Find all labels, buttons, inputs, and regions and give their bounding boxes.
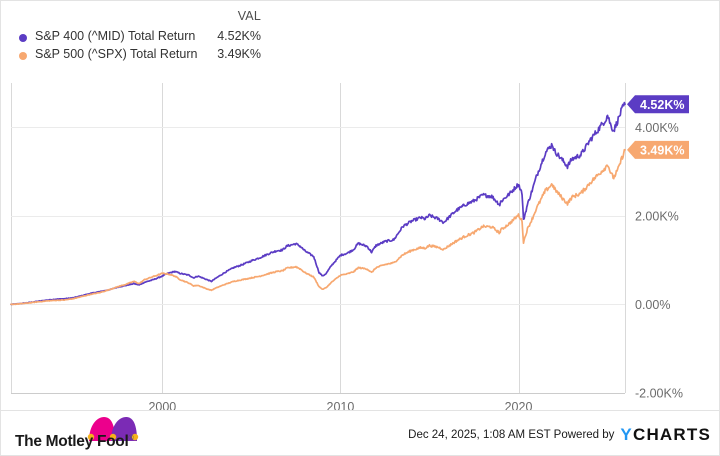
motley-fool-logo: The Motley Fool®	[15, 415, 145, 453]
legend-row-mid[interactable]: S&P 400 (^MID) Total Return 4.52K%	[1, 29, 719, 47]
ycharts-wordmark: CHARTS	[632, 425, 711, 444]
legend-label-mid: S&P 400 (^MID) Total Return	[35, 29, 196, 43]
footer-attribution: Dec 24, 2025, 1:08 AM EST Powered by YCH…	[408, 425, 711, 445]
y-tick-label: 2.00K%	[635, 209, 679, 223]
callout-flag-label: 3.49K%	[640, 143, 684, 157]
timestamp-powered-by: Dec 24, 2025, 1:08 AM EST Powered by	[408, 429, 615, 441]
motley-fool-text: The Motley Fool	[15, 433, 129, 450]
ycharts-y-mark: Y	[620, 425, 633, 444]
callout-flag-label: 4.52K%	[640, 98, 684, 112]
legend-value-spx: 3.49K%	[217, 47, 261, 61]
series-line	[10, 148, 626, 306]
y-tick-label: 4.00K%	[635, 121, 679, 135]
value-callout: 3.49K%	[627, 140, 689, 159]
legend-dot-spx-icon	[19, 52, 27, 60]
y-tick-label: 0.00%	[635, 298, 670, 312]
grid-lines	[11, 83, 626, 394]
y-axis-tick-labels: 4.00K% 2.00K% 0.00% -2.00K%	[635, 121, 683, 401]
trademark-symbol: ®	[128, 434, 134, 442]
legend-value-header: VAL	[237, 9, 261, 23]
jester-hat-icon	[87, 417, 139, 441]
legend-row-spx[interactable]: S&P 500 (^SPX) Total Return 3.49K%	[1, 47, 719, 65]
y-tick-label: -2.00K%	[635, 387, 683, 401]
value-callout-flags: 4.52K% 3.49K%	[627, 95, 689, 159]
value-callout: 4.52K%	[627, 95, 689, 114]
ycharts-logo[interactable]: YCHARTS	[620, 425, 711, 445]
callout-flag-shape	[627, 95, 689, 114]
legend-dot-mid-icon	[19, 34, 27, 42]
series-lines	[10, 101, 626, 306]
callout-flag-shape	[627, 140, 689, 159]
motley-fool-wordmark: The Motley Fool®	[15, 433, 134, 451]
legend-value-mid: 4.52K%	[217, 29, 261, 43]
legend-label-spx: S&P 500 (^SPX) Total Return	[35, 47, 198, 61]
chart-footer: The Motley Fool® Dec 24, 2025, 1:08 AM E…	[1, 410, 719, 455]
series-line	[10, 101, 626, 306]
